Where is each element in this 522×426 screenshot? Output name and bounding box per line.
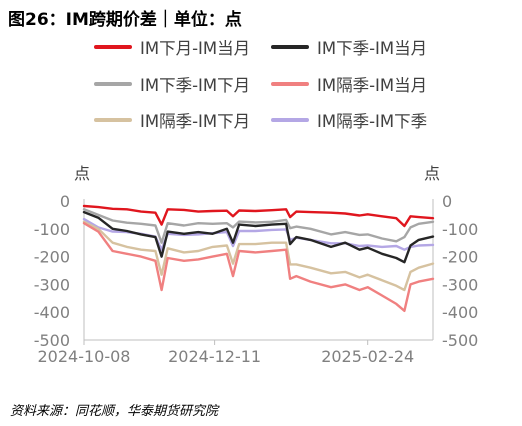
legend-swatch [271,45,309,49]
y-axis-unit-left: 点 [74,164,91,183]
legend-label: IM下季-IM当月 [317,39,428,58]
figure-title: 图26：IM跨期价差｜单位：点 [8,10,242,30]
legend-item: IM隔季-IM下季 [271,108,427,132]
legend-swatch [271,118,309,122]
y-tick-label-right: 0 [442,192,452,211]
legend-item: IM隔季-IM当月 [271,72,427,96]
legend-label: IM隔季-IM下季 [317,112,428,131]
x-tick-label: 2025-02-24 [321,347,414,366]
legend-swatch [94,45,132,49]
legend-label: IM下月-IM当月 [140,39,251,58]
series-line [82,204,435,228]
y-tick-label-right: -500 [442,331,478,350]
x-tick-label: 2024-12-11 [168,347,261,366]
legend-label: IM下季-IM下月 [140,76,251,95]
legend-label: IM隔季-IM当月 [317,76,428,95]
legend-item: IM隔季-IM下月 [94,108,250,132]
series-line [82,210,435,264]
legend-swatch [94,82,132,86]
y-axis-unit-right: 点 [424,164,441,183]
y-tick-label-left: 0 [60,192,70,211]
figure-source: 资料来源：同花顺，华泰期货研究院 [10,404,219,419]
legend-item: IM下季-IM当月 [271,35,427,59]
y-tick-label-right: -100 [442,220,478,239]
y-tick-label-left: -300 [34,275,70,294]
legend-label: IM隔季-IM下月 [140,112,251,131]
series-line [82,221,435,312]
legend-swatch [94,118,132,122]
series-line [82,220,435,292]
legend-swatch [271,82,309,86]
y-tick-label-right: -300 [442,275,478,294]
y-tick-label-right: -200 [442,248,478,267]
legend-item: IM下月-IM当月 [94,35,250,59]
y-tick-label-left: -400 [34,303,70,322]
y-tick-label-left: -500 [34,331,70,350]
x-tick-label: 2024-10-08 [38,347,131,366]
y-tick-label-left: -100 [34,220,70,239]
y-tick-label-left: -200 [34,248,70,267]
y-tick-label-right: -400 [442,303,478,322]
legend-item: IM下季-IM下月 [94,72,250,96]
series-line [82,208,435,244]
